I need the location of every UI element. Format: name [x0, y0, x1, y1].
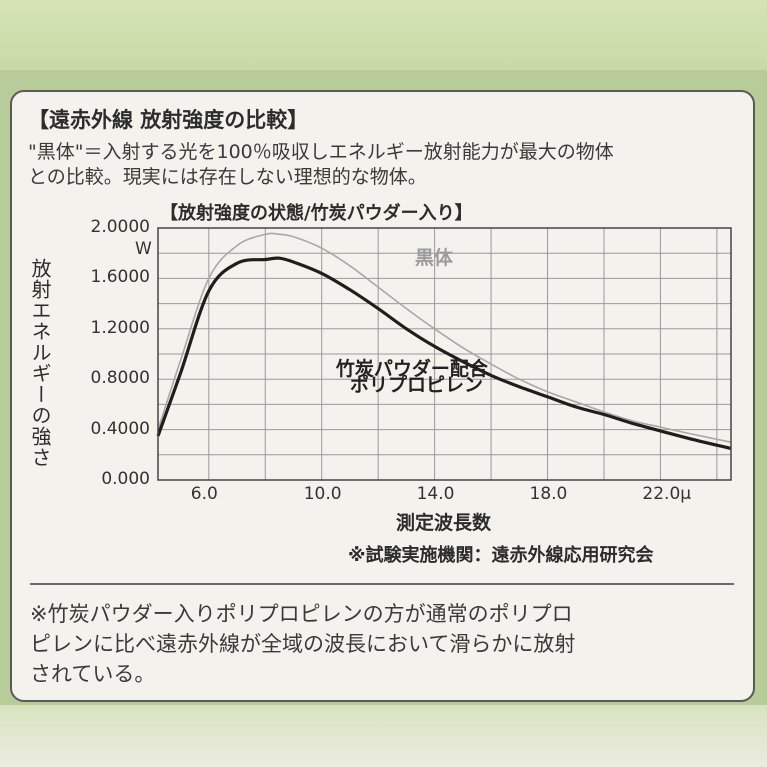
background-bottom	[0, 705, 767, 767]
chart-title: 【放射強度の状態/竹炭パウダー入り】	[160, 203, 473, 224]
series-line-blackbody	[157, 232, 732, 443]
x-tick-label: 10.0	[303, 484, 342, 504]
grid	[158, 228, 731, 480]
series-line-bamboo-charcoal	[156, 256, 732, 451]
description-line-2: との比較。現実には存在しない理想的な物体。	[28, 166, 427, 188]
note-line-3: されている。	[30, 662, 156, 686]
material-series-label-line-1: 竹炭パウダー配合	[335, 358, 488, 380]
x-tick-label: 18.0	[529, 484, 568, 504]
description-line-1: "黒体"＝入射する光を100％吸収しエネルギー放射能力が最大の物体	[28, 141, 614, 163]
y-tick-label: 2.0000	[90, 217, 150, 237]
series-layer	[156, 232, 732, 451]
background-top	[0, 0, 767, 70]
x-axis-label: 測定波長数	[396, 512, 492, 534]
heading: 【遠赤外線 放射強度の比較】	[28, 108, 309, 132]
divider	[30, 583, 734, 585]
y-tick-label: 0.4000	[90, 418, 150, 439]
material-series-label-line-2: ポリプロピレン	[349, 374, 483, 397]
y-axis-label: 放射エネルギーの強さ	[28, 258, 52, 468]
x-tick-label: 22.0μ	[642, 484, 692, 504]
x-tick-label: 6.0	[190, 484, 218, 504]
y-tick-label: 1.2000	[90, 317, 150, 338]
y-tick-label: 0.000	[101, 469, 150, 489]
y-tick-label: 0.8000	[90, 368, 150, 389]
plot-frame	[157, 227, 732, 481]
blackbody-series-label: 黒体	[414, 247, 453, 270]
note-line-1: ※竹炭パウダー入りポリプロピレンの方が通常のポリプロ	[30, 602, 573, 626]
source-credit: ※試験実施機関：遠赤外線応用研究会	[348, 545, 654, 566]
y-tick-label: 1.6000	[90, 267, 150, 288]
info-card	[10, 90, 755, 702]
note-line-2: ピレンに比べ遠赤外線が全域の波長において滑らかに放射	[30, 632, 576, 656]
x-tick-label: 14.0	[416, 484, 455, 504]
y-axis-unit: W	[135, 239, 152, 259]
